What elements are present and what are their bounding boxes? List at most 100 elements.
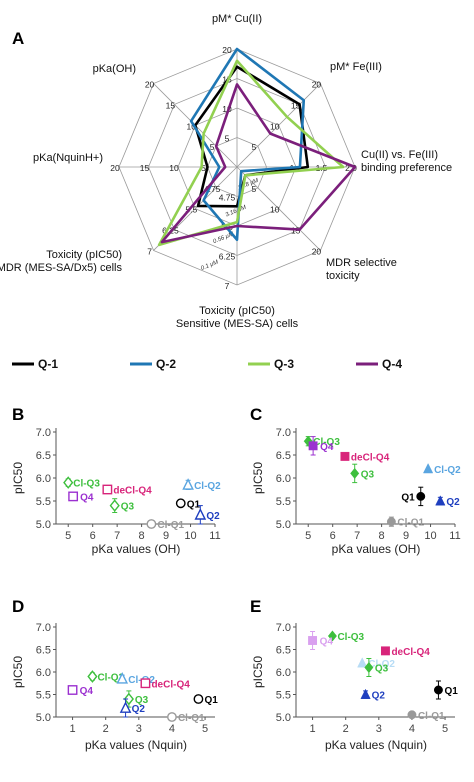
radar-tick-label: 15 (291, 100, 301, 110)
radar-tick-label: 7 (225, 281, 230, 291)
y-tick-label: 6.0 (276, 473, 291, 485)
y-tick-label: 6.5 (36, 645, 51, 657)
y-tick-label: 6.0 (36, 473, 51, 485)
legend-label-Q-1: Q-1 (38, 357, 58, 371)
radar-tick-label: 5 (251, 184, 256, 194)
radar-tick-label: 5 (251, 142, 256, 152)
x-tick-label: 11 (449, 530, 460, 542)
x-tick-label: 10 (184, 530, 196, 542)
radar-series-Q-4 (160, 83, 357, 244)
radar-tick-label: 20 (222, 45, 232, 55)
y-tick-label: 5.0 (36, 519, 51, 531)
legend: Q-1 Q-2 Q-3 Q-4 (12, 357, 402, 371)
x-axis-label: pKa values (OH) (332, 542, 421, 556)
radar-tick-label: 20 (312, 80, 322, 90)
radar-tick-label: 20 (110, 163, 120, 173)
x-tick-label: 3 (136, 723, 142, 735)
panel-letter-d: D (12, 597, 24, 616)
y-tick-label: 5.5 (36, 690, 51, 702)
y-tick-label: 5.5 (276, 690, 291, 702)
radar-tick-label: 4.75 (204, 184, 221, 194)
radar-tick-label: 10 (270, 205, 280, 215)
radar-axis-label-2: pM* Fe(III) (330, 61, 382, 73)
panel-letter-c: C (250, 405, 262, 424)
data-point-q2 (360, 688, 371, 699)
point-label: Cl-Q1 (418, 711, 445, 722)
data-point-cl-q1 (407, 710, 417, 720)
y-tick-label: 6.5 (276, 645, 291, 657)
x-tick-label: 5 (65, 530, 71, 542)
radar-tick-label: 15 (140, 163, 150, 173)
data-point-q3 (364, 661, 374, 674)
radar-series-Q-2 (189, 47, 306, 242)
point-label: Q2 (372, 691, 386, 702)
radar-axis-label-4: MDR selective toxicity (326, 257, 397, 282)
x-axis-label: pKa values (OH) (92, 542, 181, 556)
point-label: deCl-Q4 (391, 647, 430, 658)
data-point-cl-q1 (146, 519, 157, 529)
y-axis-label: pIC50 (11, 462, 25, 494)
data-point-q2 (119, 701, 132, 713)
radar-tick-label: 10 (222, 104, 232, 114)
point-label: Q1 (401, 492, 415, 503)
point-label: Cl-Q3 (313, 437, 340, 448)
y-axis-label: pIC50 (11, 656, 25, 688)
point-label: deCl-Q4 (113, 486, 152, 497)
y-tick-label: 5.0 (276, 712, 291, 724)
radar-spoke-4 (236, 166, 321, 251)
x-axis-label: pKa values (Nquin) (85, 738, 187, 752)
data-point-q4 (67, 685, 78, 695)
radar-tick-label: 5 (210, 142, 215, 152)
y-tick-label: 6.5 (276, 450, 291, 462)
x-tick-label: 7 (354, 530, 360, 542)
x-tick-label: 5 (442, 723, 448, 735)
radar-axis-label-8: pKa(OH) (93, 63, 136, 75)
panel-letter-a: A (12, 29, 24, 48)
radar-tick-label: 15 (166, 100, 176, 110)
y-tick-label: 5.5 (276, 496, 291, 508)
radar-axis-label-7: pKa(NquinH+) (33, 152, 103, 164)
point-label: Q4 (320, 442, 334, 453)
x-tick-label: 8 (379, 530, 385, 542)
y-axis-label: pIC50 (251, 656, 265, 688)
radar-tick-label: 10 (187, 121, 197, 131)
data-point-cl-q1 (167, 712, 177, 722)
x-tick-label: 8 (139, 530, 145, 542)
data-point-q1 (175, 498, 186, 509)
x-tick-label: 10 (424, 530, 436, 542)
radar-inner-label: 0.1 μM (200, 260, 219, 272)
radar-tick-label: 6.25 (219, 252, 236, 262)
radar-tick-label: 7 (147, 246, 152, 256)
point-label: Q3 (361, 469, 375, 480)
panel-letter-b: B (12, 405, 24, 424)
data-point-decl-q4 (140, 678, 151, 689)
data-point-q4 (308, 441, 318, 451)
point-label: Q3 (375, 664, 389, 675)
point-label: Cl-Q1 (397, 518, 424, 529)
radar-tick-label: 20 (312, 246, 322, 256)
legend-label-Q-4: Q-4 (382, 357, 402, 371)
data-point-q3 (109, 499, 120, 512)
point-label: Cl-Q3 (337, 632, 364, 643)
radar-tick-label: 4.75 (219, 193, 236, 203)
x-tick-label: 4 (169, 723, 175, 735)
scatter-panel-d: D 5.0 5.5 6.0 6.5 7.0 1 2 3 4 5 pKa values (Nquin) p… (11, 597, 218, 752)
radar-tick-label: 10 (169, 163, 179, 173)
scatter-panel-c: C 5.0 5.5 6.0 6.5 7.0 5 6 7 8 9 10 11 pKa values (OH)… (250, 405, 461, 556)
data-point-cl-q2 (116, 671, 129, 684)
radar-axis-label-1: pM* Cu(II) (212, 13, 262, 25)
radar-series-Q-3 (157, 59, 345, 247)
point-label: Cl-Q3 (97, 673, 124, 684)
point-label: deCl-Q4 (351, 452, 390, 463)
y-tick-label: 6.5 (36, 450, 51, 462)
x-tick-label: 6 (330, 530, 336, 542)
radar-spoke-2 (236, 83, 321, 168)
radar-tick-label: 20 (145, 80, 155, 90)
y-tick-label: 7.0 (276, 427, 291, 439)
x-tick-label: 7 (114, 530, 120, 542)
x-tick-label: 6 (90, 530, 96, 542)
radar-tick-label: 5 (225, 134, 230, 144)
point-label: Q2 (446, 497, 460, 508)
y-tick-label: 5.5 (36, 496, 51, 508)
